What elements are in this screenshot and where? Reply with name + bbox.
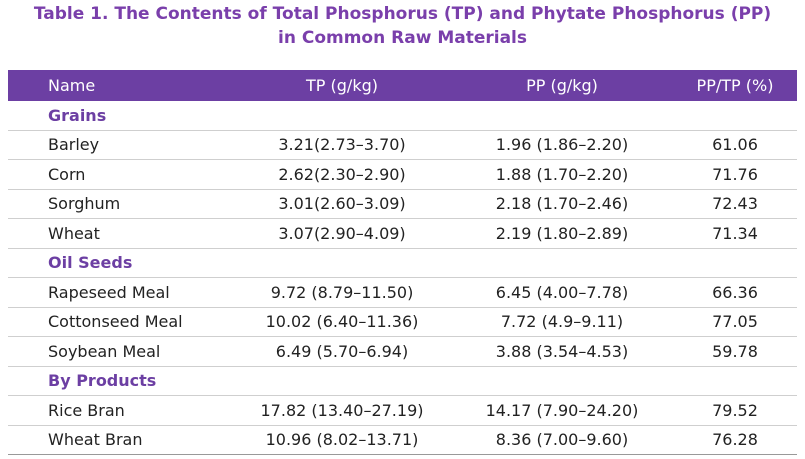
table-row: Barley 3.21(2.73–3.70) 1.96 (1.86–2.20) 61.… [8, 130, 797, 160]
cell: 66.36 [673, 277, 797, 308]
header-cell: PP (g/kg) [451, 70, 673, 101]
table-header: Name TP (g/kg) PP (g/kg) PP/TP (%) [8, 70, 797, 101]
title: Table 1. The Contents of Total Phosphoru… [0, 0, 805, 66]
cell: 6.49 (5.70–6.94) [233, 336, 451, 367]
table-row: Wheat 3.07(2.90–4.09) 2.19 (1.80–2.89) 71.3… [8, 218, 797, 249]
section-row: Oil Seeds [8, 248, 797, 278]
table-row: Soybean Meal 6.49 (5.70–6.94) 3.88 (3.54–4… [8, 336, 797, 367]
cell: 17.82 (13.40–27.19) [233, 395, 451, 426]
cell: 1.96 (1.86–2.20) [451, 130, 673, 160]
row-name: Rapeseed Meal [8, 277, 233, 308]
row-name: Soybean Meal [8, 336, 233, 367]
cell: 59.78 [673, 336, 797, 367]
table-row: Cottonseed Meal 10.02 (6.40–11.36) 7.72 (4… [8, 307, 797, 337]
title-line: in Common Raw Materials [278, 28, 527, 48]
row-name: Rice Bran [8, 395, 233, 426]
table-row: Corn 2.62(2.30–2.90) 1.88 (1.70–2.20) 71.76 [8, 159, 797, 190]
row-name: Cottonseed Meal [8, 307, 233, 337]
cell: 77.05 [673, 307, 797, 337]
cell: 3.88 (3.54–4.53) [451, 336, 673, 367]
header-cell: Name [8, 70, 233, 101]
cell: 2.19 (1.80–2.89) [451, 218, 673, 249]
table: Name TP (g/kg) PP (g/kg) PP/TP (%) Grains Ba… [8, 70, 797, 455]
cell: 2.62(2.30–2.90) [233, 159, 451, 190]
cell: 61.06 [673, 130, 797, 160]
header-cell: PP/TP (%) [673, 70, 797, 101]
row-name: Wheat [8, 218, 233, 249]
section-title: Oil Seeds [8, 248, 797, 278]
table-row: Sorghum 3.01(2.60–3.09) 2.18 (1.70–2.46) 72… [8, 189, 797, 219]
header-cell: TP (g/kg) [233, 70, 451, 101]
section-title: Grains [8, 101, 797, 131]
cell: 72.43 [673, 189, 797, 219]
cell: 2.18 (1.70–2.46) [451, 189, 673, 219]
section-title: By Products [8, 366, 797, 396]
table-row: Wheat Bran 10.96 (8.02–13.71) 8.36 (7.00–9… [8, 425, 797, 455]
row-name: Corn [8, 159, 233, 190]
title-line: Table 1. The Contents of Total Phosphoru… [33, 4, 772, 24]
table-row: Rice Bran 17.82 (13.40–27.19) 14.17 (7.90–… [8, 395, 797, 426]
header-row: Name TP (g/kg) PP (g/kg) PP/TP (%) [8, 70, 797, 101]
section-row: Grains [8, 101, 797, 131]
cell: 8.36 (7.00–9.60) [451, 425, 673, 455]
row-name: Barley [8, 130, 233, 160]
cell: 71.76 [673, 159, 797, 190]
cell: 3.07(2.90–4.09) [233, 218, 451, 249]
cell: 1.88 (1.70–2.20) [451, 159, 673, 190]
cell: 10.96 (8.02–13.71) [233, 425, 451, 455]
cell: 76.28 [673, 425, 797, 455]
row-name: Wheat Bran [8, 425, 233, 455]
table-body: Grains Barley 3.21(2.73–3.70) 1.96 (1.86–2.… [8, 101, 797, 455]
cell: 9.72 (8.79–11.50) [233, 277, 451, 308]
cell: 79.52 [673, 395, 797, 426]
cell: 14.17 (7.90–24.20) [451, 395, 673, 426]
row-name: Sorghum [8, 189, 233, 219]
table-row: Rapeseed Meal 9.72 (8.79–11.50) 6.45 (4.00… [8, 277, 797, 308]
cell: 10.02 (6.40–11.36) [233, 307, 451, 337]
cell: 3.01(2.60–3.09) [233, 189, 451, 219]
cell: 6.45 (4.00–7.78) [451, 277, 673, 308]
cell: 7.72 (4.9–9.11) [451, 307, 673, 337]
section-row: By Products [8, 366, 797, 396]
cell: 3.21(2.73–3.70) [233, 130, 451, 160]
cell: 71.34 [673, 218, 797, 249]
